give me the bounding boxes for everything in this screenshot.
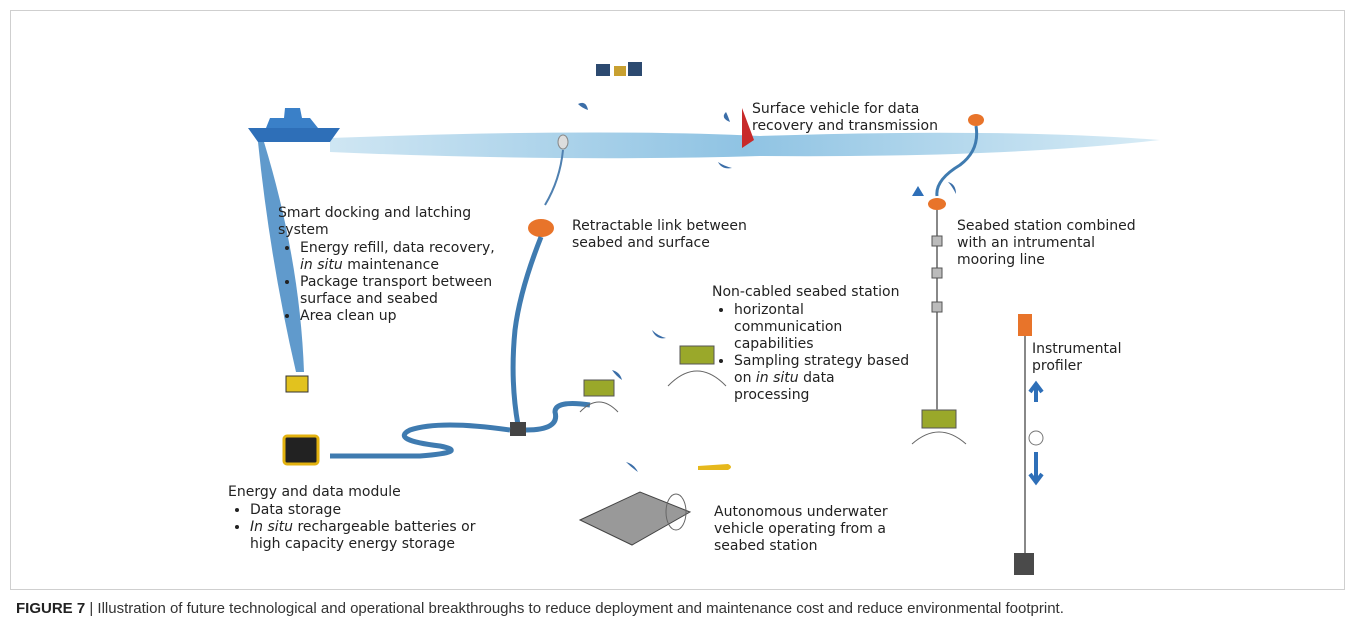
page: Surface vehicle for data recovery and tr…	[0, 0, 1355, 637]
bullet-item: Sampling strategy based on in situ data …	[734, 353, 912, 404]
bullet-item: Package transport between surface and se…	[300, 274, 510, 308]
block-title: Smart docking and latching system	[278, 205, 510, 239]
text-run: Package transport between surface and se…	[300, 274, 492, 307]
arrow-up	[912, 186, 924, 196]
seabed-structure	[580, 492, 690, 545]
energy-module	[284, 436, 318, 464]
text-run: Energy refill, data recovery,	[300, 240, 495, 256]
bullet-list: horizontal communication capabilitiesSam…	[712, 302, 912, 404]
bullet-list: Energy refill, data recovery, in situ ma…	[278, 240, 510, 325]
bullet-item: Area clean up	[300, 308, 510, 325]
ship-deck	[266, 108, 318, 128]
surface-float	[558, 135, 568, 149]
text-run: maintenance	[343, 257, 439, 273]
docking-device	[286, 376, 308, 392]
block-title: Energy and data module	[228, 484, 488, 501]
buoy	[528, 219, 554, 237]
text-run: horizontal communication capabilities	[734, 302, 842, 352]
auv-label: Autonomous underwater vehicle operating …	[714, 504, 899, 555]
bullet-item: Energy refill, data recovery, in situ ma…	[300, 240, 510, 274]
profiler-label: Instrumental profiler	[1032, 341, 1142, 375]
surface-buoy	[968, 114, 984, 126]
non-cabled-label: Non-cabled seabed stationhorizontal comm…	[712, 284, 912, 404]
bullet-item: In situ rechargeable batteries or high c…	[250, 519, 488, 553]
caption: FIGURE 7 | Illustration of future techno…	[16, 600, 1064, 617]
ship	[248, 128, 340, 142]
surface-vehicle-label: Surface vehicle for data recovery and tr…	[752, 101, 952, 135]
figure-label: FIGURE 7	[16, 600, 85, 617]
caption-text: | Illustration of future technological a…	[89, 600, 1064, 617]
illustration	[0, 0, 1355, 637]
bullet-item: Data storage	[250, 502, 488, 519]
retractable-label: Retractable link between seabed and surf…	[572, 218, 772, 252]
profiler-anchor	[1014, 553, 1034, 575]
text-run: in situ	[756, 370, 799, 386]
satellite	[596, 62, 642, 76]
block-title: Non-cabled seabed station	[712, 284, 912, 301]
arrow-down	[1030, 452, 1042, 482]
energy-label: Energy and data moduleData storageIn sit…	[228, 484, 488, 553]
riser-cable	[513, 237, 541, 425]
seabed-station-label: Seabed station combined with an intrumen…	[957, 218, 1157, 269]
mooring-buoy	[928, 198, 946, 210]
docking-label: Smart docking and latching systemEnergy …	[278, 205, 510, 325]
bullet-list: Data storageIn situ rechargeable batteri…	[228, 502, 488, 553]
arrow-up	[1030, 384, 1042, 402]
profiler	[1029, 431, 1043, 445]
seabed-cable-left	[330, 425, 510, 456]
text-run: Data storage	[250, 502, 341, 518]
text-run: Area clean up	[300, 308, 397, 324]
profiler-float	[1018, 314, 1032, 336]
junction-box	[510, 422, 526, 436]
text-run: In situ	[250, 519, 293, 535]
seabed-cable-right	[526, 404, 590, 430]
link-line	[545, 150, 563, 205]
text-run: in situ	[300, 257, 343, 273]
auv	[698, 464, 731, 470]
bullet-item: horizontal communication capabilities	[734, 302, 912, 353]
